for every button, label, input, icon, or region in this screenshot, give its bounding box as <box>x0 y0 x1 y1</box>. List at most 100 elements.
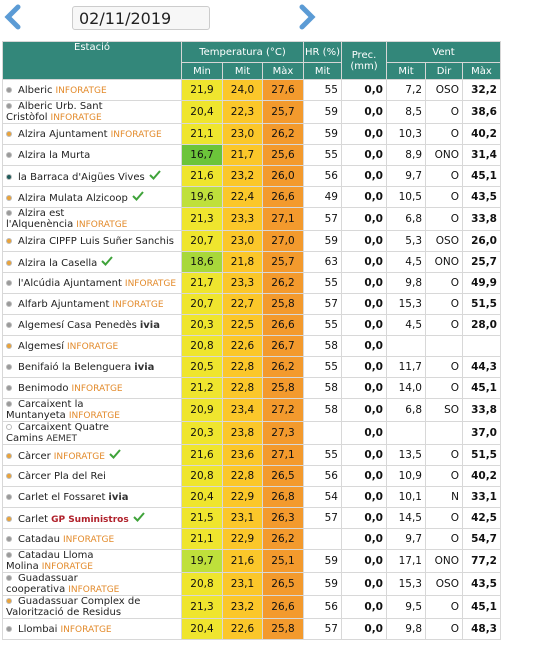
station-cell: l'Alcúdia Ajuntament INFORATGE <box>2 272 182 294</box>
station-row: Catadau INFORATGE 21,1 22,9 26,2 0,0 9,7 O 54,7 <box>2 528 501 550</box>
mean-temp: 23,2 <box>222 595 263 619</box>
min-temp: 20,3 <box>181 421 223 445</box>
station-name: Alzira CIPFP Luis Suñer Sanchis <box>18 235 174 247</box>
wind-max: 45,1 <box>462 165 501 187</box>
min-temp: 20,8 <box>181 465 223 487</box>
wind-max: 45,1 <box>462 595 501 619</box>
wind-dir: O <box>425 528 463 550</box>
status-dot <box>6 625 12 632</box>
station-name: la Barraca d'Aigües Vives <box>18 171 145 183</box>
wind-mean: 10,1 <box>386 486 426 508</box>
mean-temp: 23,0 <box>222 230 263 252</box>
status-dot <box>6 130 12 137</box>
humidity: 55 <box>303 444 342 466</box>
station-cell: Carlet GP Suministros <box>2 507 182 529</box>
header-cell: Estació <box>2 41 182 80</box>
wind-max: 42,5 <box>462 507 501 529</box>
min-temp: 16,7 <box>181 144 223 166</box>
wind-max: 33,8 <box>462 398 501 422</box>
network-tag: INFORATGE <box>68 585 120 595</box>
humidity: 57 <box>303 618 342 640</box>
min-temp: 20,9 <box>181 398 223 422</box>
wind-mean: 9,8 <box>386 618 426 640</box>
status-dot <box>6 552 12 558</box>
network-tag: INFORATGE <box>53 451 105 462</box>
check-icon <box>132 190 144 201</box>
station-name: Alberic <box>18 84 53 96</box>
station-cell: Carlet el Fossaret ivia <box>2 486 182 508</box>
station-name: Algemesí Casa Penedès <box>18 319 137 331</box>
prev-arrow[interactable] <box>4 4 21 30</box>
network-tag: INFORATGE <box>124 278 177 289</box>
wind-max: 77,2 <box>462 549 501 573</box>
wind-dir: O <box>425 595 463 619</box>
wind-dir: O <box>425 186 463 208</box>
network-tag: INFORATGE <box>62 534 115 545</box>
date-input[interactable]: 02/11/2019 <box>72 6 210 30</box>
status-dot <box>6 342 12 349</box>
subheader-cell: Mit <box>386 62 426 80</box>
wind-mean: 15,3 <box>386 293 426 315</box>
network-tag: INFORATGE <box>50 113 102 123</box>
humidity: 57 <box>303 507 342 529</box>
precipitation: 0,0 <box>341 79 387 101</box>
max-temp: 25,1 <box>262 549 304 573</box>
station-name: Llombai <box>18 623 58 635</box>
wind-dir: O <box>425 618 463 640</box>
station-row: Guadassuar cooperativa INFORATGE 20,8 23,1 2… <box>2 572 501 596</box>
station-row: Alzira la Murta 16,7 21,7 25,6 55 0,0 8,9 ONO 31… <box>2 144 501 166</box>
subheader-cell: Mit <box>222 62 263 80</box>
table-body: Alberic INFORATGE 21,9 24,0 27,6 55 0,0 7,2 OSO 3… <box>2 79 501 640</box>
next-arrow[interactable] <box>299 4 316 30</box>
station-row: Alzira CIPFP Luis Suñer Sanchis 20,7 23,0 2… <box>2 230 501 252</box>
humidity: 56 <box>303 595 342 619</box>
wind-max: 54,7 <box>462 528 501 550</box>
status-dot <box>6 173 12 180</box>
wind-dir: O <box>425 123 463 145</box>
wind-dir: OSO <box>425 230 463 252</box>
station-row: Alzira est l'Alquenència INFORATGE 21,3 23,… <box>2 207 501 231</box>
mean-temp: 22,4 <box>222 186 263 208</box>
min-temp: 20,4 <box>181 486 223 508</box>
min-temp: 21,3 <box>181 207 223 231</box>
mean-temp: 22,8 <box>222 377 263 399</box>
status-dot <box>6 424 12 430</box>
mean-temp: 23,2 <box>222 165 263 187</box>
wind-mean: 17,1 <box>386 549 426 573</box>
wind-max: 31,4 <box>462 144 501 166</box>
wind-mean: 6,8 <box>386 398 426 422</box>
mean-temp: 23,1 <box>222 572 263 596</box>
station-cell: la Barraca d'Aigües Vives <box>2 165 182 187</box>
mean-temp: 21,8 <box>222 251 263 273</box>
wind-dir: O <box>425 165 463 187</box>
max-temp: 25,7 <box>262 251 304 273</box>
wind-mean: 14,5 <box>386 507 426 529</box>
max-temp: 25,8 <box>262 618 304 640</box>
precipitation: 0,0 <box>341 186 387 208</box>
mean-temp: 21,7 <box>222 144 263 166</box>
precipitation: 0,0 <box>341 549 387 573</box>
station-cell: Algemesí INFORATGE <box>2 335 182 357</box>
wind-dir: OSO <box>425 572 463 596</box>
header-cell: Prec. (mm) <box>341 41 387 80</box>
station-name: Alfarb Ajuntament <box>18 298 110 310</box>
min-temp: 20,8 <box>181 572 223 596</box>
max-temp: 25,8 <box>262 377 304 399</box>
max-temp: 26,6 <box>262 595 304 619</box>
humidity: 58 <box>303 377 342 399</box>
precipitation: 0,0 <box>341 165 387 187</box>
wind-mean: 9,8 <box>386 272 426 294</box>
wind-max: 38,6 <box>462 100 501 124</box>
station-row: Carcaixent la Muntanyeta INFORATGE 20,9 23,… <box>2 398 501 422</box>
subheader-cell: Dir <box>425 62 463 80</box>
station-name: Catadau <box>18 533 60 545</box>
precipitation: 0,0 <box>341 230 387 252</box>
status-dot <box>6 300 12 307</box>
humidity: 59 <box>303 230 342 252</box>
station-cell: Catadau INFORATGE <box>2 528 182 550</box>
station-row: Càrcer Pla del Rei 20,8 22,8 26,5 56 0,0 10,9 O… <box>2 465 501 487</box>
wind-dir: O <box>425 507 463 529</box>
max-temp: 26,2 <box>262 272 304 294</box>
humidity: 63 <box>303 251 342 273</box>
max-temp: 25,8 <box>262 293 304 315</box>
